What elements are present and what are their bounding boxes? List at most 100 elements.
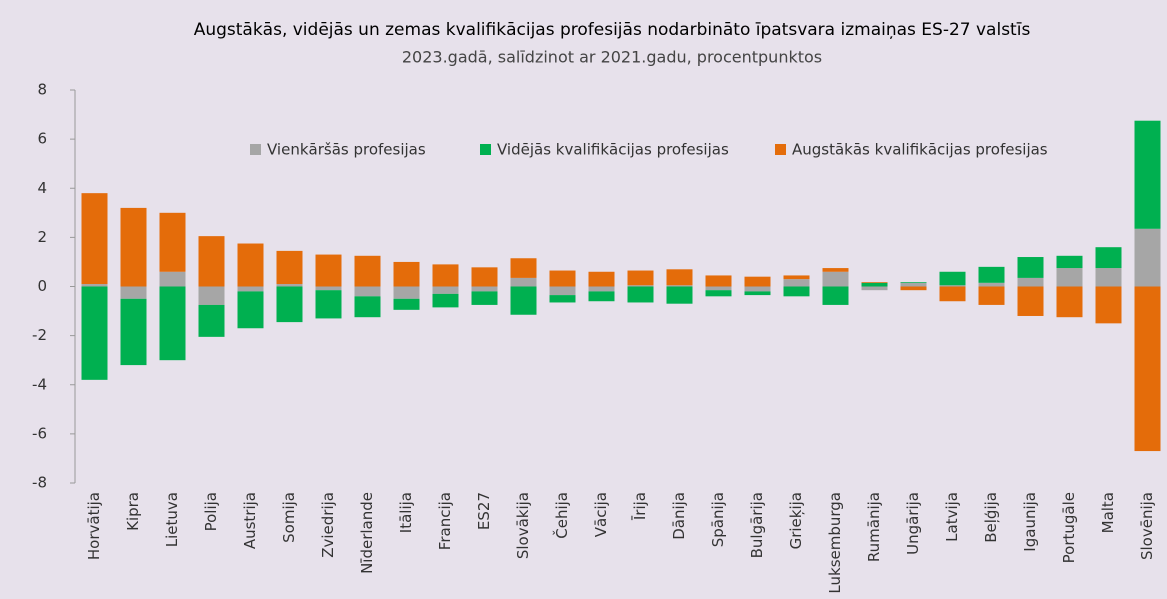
bar-segment bbox=[510, 258, 537, 278]
bar-segment bbox=[393, 286, 420, 299]
bar-segment bbox=[666, 286, 693, 304]
bar-segment bbox=[471, 291, 498, 305]
bar-segment bbox=[744, 276, 771, 287]
x-tick-label: Luksemburga bbox=[826, 492, 844, 594]
x-tick-label: Slovēnija bbox=[1138, 492, 1156, 560]
bar-segment bbox=[939, 285, 966, 287]
x-tick-label: Beļģija bbox=[982, 492, 1000, 543]
bar-segment bbox=[354, 255, 381, 287]
bar-segment bbox=[783, 275, 810, 280]
bar-segment bbox=[978, 266, 1005, 283]
bar-segment bbox=[276, 286, 303, 323]
x-tick-label: Itālija bbox=[397, 492, 415, 533]
bar-segment bbox=[900, 282, 927, 283]
bar-segment bbox=[588, 291, 615, 302]
x-tick-label: Grieķija bbox=[787, 492, 805, 549]
bar-segment bbox=[627, 270, 654, 286]
bar-segment bbox=[1095, 268, 1122, 287]
x-tick-label: Vācija bbox=[592, 492, 610, 537]
bar-segment bbox=[393, 261, 420, 287]
bar-segment bbox=[432, 293, 459, 308]
bar-segment bbox=[510, 286, 537, 315]
bar-segment bbox=[198, 304, 225, 337]
bar-segment bbox=[549, 286, 576, 296]
x-tick-label: Īrija bbox=[631, 492, 649, 520]
x-tick-label: Čehija bbox=[552, 492, 571, 539]
bar-segment bbox=[1095, 247, 1122, 269]
legend-swatch bbox=[250, 144, 261, 155]
legend-label: Vienkāršās profesijas bbox=[267, 141, 426, 159]
bar-segment bbox=[783, 286, 810, 297]
bar-segment bbox=[81, 193, 108, 285]
y-tick-label: 6 bbox=[37, 130, 47, 148]
bar-segment bbox=[783, 279, 810, 287]
x-tick-label: Kipra bbox=[124, 492, 142, 531]
bar-segment bbox=[393, 298, 420, 310]
bar-segment bbox=[354, 296, 381, 318]
x-tick-label: Slovākija bbox=[514, 492, 532, 559]
x-tick-label: Ungārija bbox=[904, 492, 922, 555]
x-tick-label: Horvātija bbox=[85, 492, 103, 560]
bar-segment bbox=[705, 286, 732, 291]
x-tick-label: Rumānija bbox=[865, 492, 883, 562]
bar-segment bbox=[237, 243, 264, 287]
x-tick-label: Polija bbox=[202, 492, 220, 531]
legend-label: Augstākās kvalifikācijas profesijas bbox=[792, 141, 1048, 159]
chart-subtitle: 2023.gadā, salīdzinot ar 2021.gadu, proc… bbox=[402, 48, 822, 67]
bar-segment bbox=[276, 284, 303, 287]
bar-segment bbox=[1017, 286, 1044, 316]
bar-segment bbox=[81, 286, 108, 380]
bar-segment bbox=[978, 282, 1005, 287]
bar-segment bbox=[822, 286, 849, 305]
bar-segment bbox=[705, 290, 732, 297]
y-tick-label: -6 bbox=[32, 424, 47, 442]
legend-label: Vidējās kvalifikācijas profesijas bbox=[497, 141, 729, 159]
x-tick-label: Austrija bbox=[241, 492, 259, 549]
bar-segment bbox=[861, 282, 888, 283]
bar-segment bbox=[1056, 268, 1083, 287]
x-tick-label: Igaunija bbox=[1021, 492, 1039, 552]
bar-segment bbox=[705, 275, 732, 287]
bar-segment bbox=[159, 212, 186, 272]
bar-segment bbox=[198, 286, 225, 305]
x-tick-label: Spānija bbox=[709, 492, 727, 547]
x-tick-label: Lietuva bbox=[163, 492, 181, 547]
y-tick-label: 4 bbox=[37, 179, 47, 197]
bar-segment bbox=[198, 236, 225, 287]
bar-segment bbox=[315, 254, 342, 287]
x-tick-label: ES27 bbox=[475, 492, 493, 530]
bar-segment bbox=[81, 284, 108, 287]
bar-segment bbox=[1017, 257, 1044, 278]
bar-segment bbox=[1134, 120, 1161, 229]
bar-segment bbox=[159, 286, 186, 361]
bar-segment bbox=[900, 282, 927, 287]
chart-title: Augstākās, vidējās un zemas kvalifikācij… bbox=[194, 20, 1031, 40]
bar-segment bbox=[627, 286, 654, 303]
bar-segment bbox=[432, 286, 459, 294]
bar-segment bbox=[978, 286, 1005, 305]
bar-segment bbox=[861, 286, 888, 291]
bar-segment bbox=[120, 298, 147, 366]
bar-segment bbox=[1095, 286, 1122, 324]
bar-segment bbox=[549, 295, 576, 303]
bar-segment bbox=[588, 286, 615, 292]
bar-segment bbox=[861, 282, 888, 287]
bar-segment bbox=[1134, 228, 1161, 287]
x-tick-label: Dānija bbox=[670, 492, 688, 540]
bar-segment bbox=[744, 286, 771, 292]
bar-segment bbox=[1056, 255, 1083, 269]
x-tick-label: Portugāle bbox=[1060, 492, 1078, 563]
bar-segment bbox=[939, 286, 966, 302]
bar-segment bbox=[354, 286, 381, 297]
bar-segment bbox=[588, 271, 615, 287]
y-tick-label: 0 bbox=[37, 277, 47, 295]
bar-segment bbox=[510, 277, 537, 287]
x-tick-label: Bulgārija bbox=[748, 492, 766, 558]
bar-segment bbox=[315, 286, 342, 291]
bar-segment bbox=[900, 286, 927, 291]
bar-segment bbox=[939, 271, 966, 286]
bar-segment bbox=[744, 291, 771, 296]
bar-segment bbox=[822, 268, 849, 272]
bar-segment bbox=[1017, 277, 1044, 287]
